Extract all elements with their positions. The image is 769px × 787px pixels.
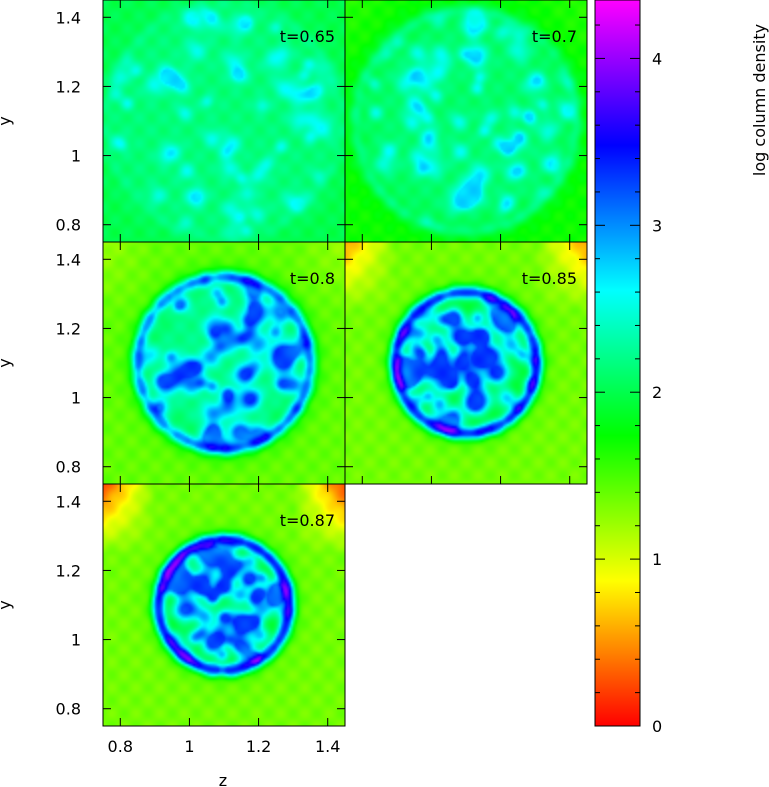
axes: z [219,771,227,787]
colorbar-tick-label: 3 [652,216,662,235]
panel-heatmap [103,0,345,242]
panel-time-label: t=0.85 [522,269,577,288]
panel-0: t=0.65 0.8 1 1.2 1.4 y [0,0,346,243]
colorbar-tick-label: 4 [652,49,662,68]
panel-time-label: t=0.7 [532,27,577,46]
y-axis-title: y [0,116,14,125]
y-tick-label: 1.2 [56,77,81,96]
colorbar-gradient [594,0,641,727]
x-tick-label: 1.4 [315,737,340,756]
panel-time-label: t=0.65 [280,27,335,46]
panel-heatmap [345,0,587,242]
panel-heatmap [345,242,587,484]
panel-1: t=0.7 [344,0,588,243]
panel-4: t=0.87 0.8 1 1.2 1.4 y 0.8 1 1.2 1.4 [0,483,346,756]
x-tick-label: 1.2 [246,737,271,756]
panel-frame [102,483,346,727]
panel-time-label: t=0.87 [280,511,335,530]
y-tick-label: 0.8 [56,216,81,235]
y-tick-label: 1 [71,631,81,650]
y-tick-label: 0.8 [56,458,81,477]
y-tick-label: 1.2 [56,319,81,338]
y-tick-label: 1.4 [56,250,81,269]
x-tick-label: 1 [184,737,194,756]
y-tick-label: 1.4 [56,8,81,27]
panel-frame [344,241,588,485]
panel-2: t=0.8 0.8 1 1.2 1.4 y [0,241,346,485]
y-tick-label: 0.8 [56,700,81,719]
panel-heatmap [103,484,345,726]
y-tick-label: 1 [71,389,81,408]
y-tick-label: 1.2 [56,561,81,580]
colorbar: log column density 0 1 2 3 4 [594,0,769,736]
colorbar-tick-label: 2 [652,383,662,402]
colorbar-tick-label: 0 [652,717,662,736]
x-axis-title: z [219,771,227,787]
panel-heatmap [103,242,345,484]
colorbar-title: log column density [750,24,769,176]
y-axis-title: y [0,358,14,367]
panel-3: t=0.85 [344,241,588,485]
x-tick-label: 0.8 [108,737,133,756]
y-tick-label: 1.4 [56,492,81,511]
colorbar-tick-label: 1 [652,550,662,569]
y-axis-title: y [0,600,14,609]
panels: t=0.650.811.21.4yt=0.7t=0.80.811.21.4yt=… [0,0,588,756]
panel-time-label: t=0.8 [290,269,335,288]
y-tick-label: 1 [71,147,81,166]
